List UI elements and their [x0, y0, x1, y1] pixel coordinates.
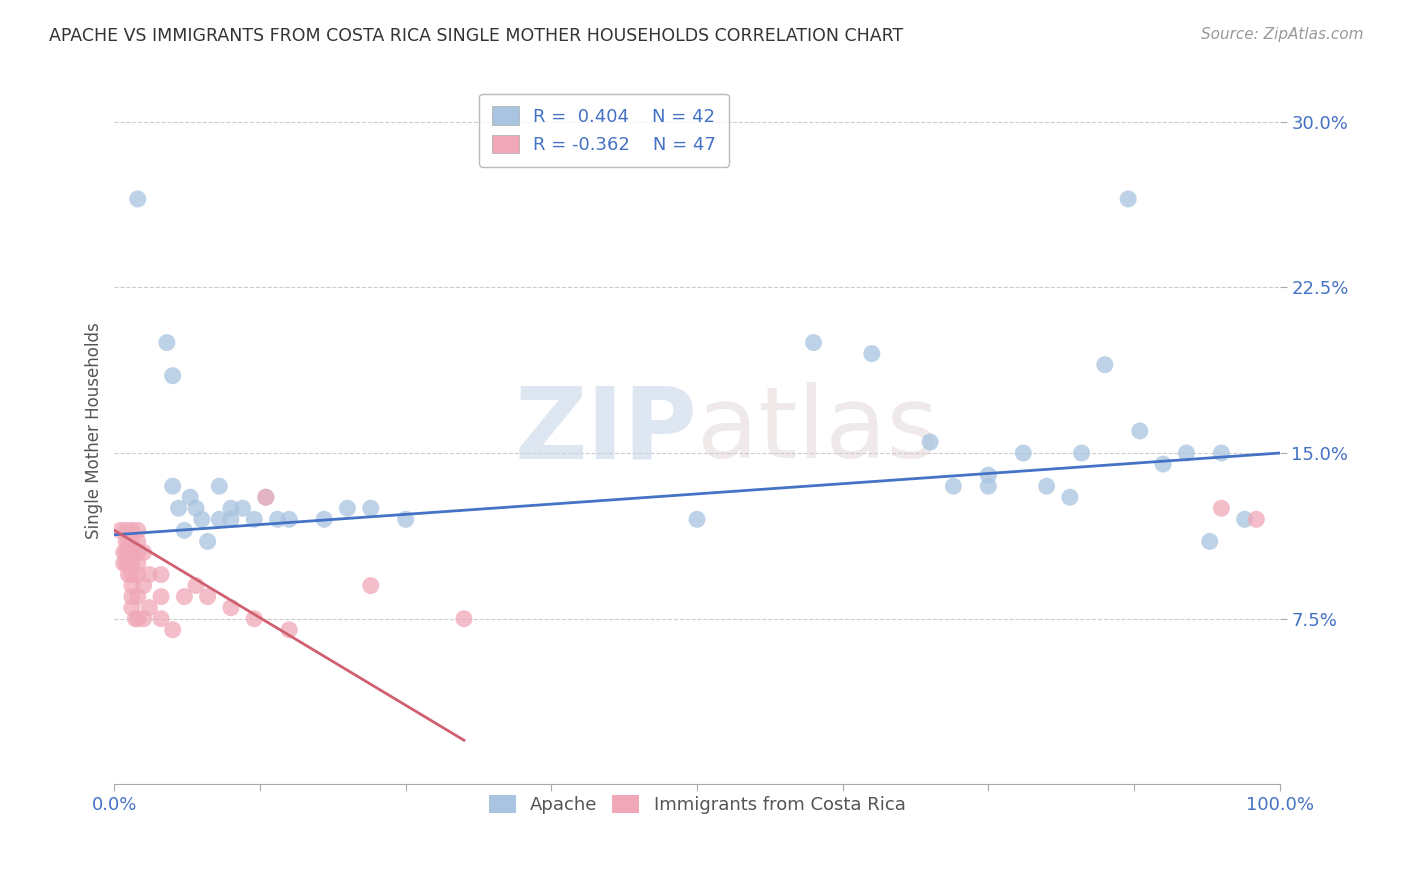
Point: [1070, 446, 1092, 460]
Point: [115, 534, 138, 549]
Point: [127, 192, 149, 206]
Point: [1211, 446, 1233, 460]
Point: [232, 501, 254, 516]
Point: [208, 479, 231, 493]
Text: ZIP: ZIP: [515, 383, 697, 479]
Point: [219, 512, 242, 526]
Point: [110, 524, 132, 538]
Point: [254, 490, 277, 504]
Point: [453, 612, 475, 626]
Text: atlas: atlas: [697, 383, 939, 479]
Point: [173, 524, 195, 538]
Point: [191, 512, 214, 526]
Point: [156, 335, 179, 350]
Point: [127, 590, 149, 604]
Point: [208, 512, 231, 526]
Point: [132, 545, 155, 559]
Point: [127, 524, 149, 538]
Point: [150, 612, 173, 626]
Point: [1211, 501, 1233, 516]
Point: [121, 534, 143, 549]
Point: [1012, 446, 1035, 460]
Point: [173, 590, 195, 604]
Point: [115, 557, 138, 571]
Point: [127, 534, 149, 549]
Point: [117, 545, 139, 559]
Point: [121, 557, 143, 571]
Point: [1246, 512, 1268, 526]
Point: [179, 490, 201, 504]
Point: [860, 346, 883, 360]
Y-axis label: Single Mother Households: Single Mother Households: [86, 323, 103, 540]
Point: [1233, 512, 1256, 526]
Point: [121, 600, 143, 615]
Point: [127, 557, 149, 571]
Point: [1198, 534, 1220, 549]
Point: [803, 335, 825, 350]
Point: [138, 567, 160, 582]
Point: [278, 623, 301, 637]
Point: [162, 368, 184, 383]
Point: [117, 557, 139, 571]
Point: [115, 524, 138, 538]
Point: [686, 512, 709, 526]
Point: [167, 501, 190, 516]
Point: [360, 578, 382, 592]
Point: [115, 545, 138, 559]
Point: [162, 623, 184, 637]
Point: [1059, 490, 1081, 504]
Point: [150, 590, 173, 604]
Point: [360, 501, 382, 516]
Point: [127, 567, 149, 582]
Legend: Apache, Immigrants from Costa Rica: Apache, Immigrants from Costa Rica: [478, 784, 917, 825]
Point: [219, 600, 242, 615]
Point: [127, 545, 149, 559]
Point: [132, 578, 155, 592]
Point: [127, 612, 149, 626]
Point: [395, 512, 418, 526]
Point: [942, 479, 965, 493]
Point: [184, 501, 207, 516]
Point: [977, 468, 1000, 483]
Point: [121, 545, 143, 559]
Point: [219, 501, 242, 516]
Point: [112, 545, 135, 559]
Point: [124, 612, 146, 626]
Point: [1035, 479, 1057, 493]
Point: [977, 479, 1000, 493]
Point: [117, 534, 139, 549]
Point: [121, 578, 143, 592]
Point: [336, 501, 359, 516]
Point: [243, 612, 266, 626]
Point: [278, 512, 301, 526]
Point: [243, 512, 266, 526]
Point: [266, 512, 288, 526]
Point: [112, 557, 135, 571]
Point: [254, 490, 277, 504]
Point: [1152, 457, 1174, 471]
Point: [1129, 424, 1152, 438]
Point: [132, 612, 155, 626]
Point: [314, 512, 336, 526]
Point: [184, 578, 207, 592]
Point: [1094, 358, 1116, 372]
Text: Source: ZipAtlas.com: Source: ZipAtlas.com: [1201, 27, 1364, 42]
Point: [138, 600, 160, 615]
Point: [150, 567, 173, 582]
Point: [117, 567, 139, 582]
Point: [197, 590, 219, 604]
Point: [121, 590, 143, 604]
Point: [162, 479, 184, 493]
Point: [920, 434, 942, 449]
Text: APACHE VS IMMIGRANTS FROM COSTA RICA SINGLE MOTHER HOUSEHOLDS CORRELATION CHART: APACHE VS IMMIGRANTS FROM COSTA RICA SIN…: [49, 27, 904, 45]
Point: [1175, 446, 1198, 460]
Point: [121, 567, 143, 582]
Point: [1116, 192, 1139, 206]
Point: [121, 524, 143, 538]
Point: [197, 534, 219, 549]
